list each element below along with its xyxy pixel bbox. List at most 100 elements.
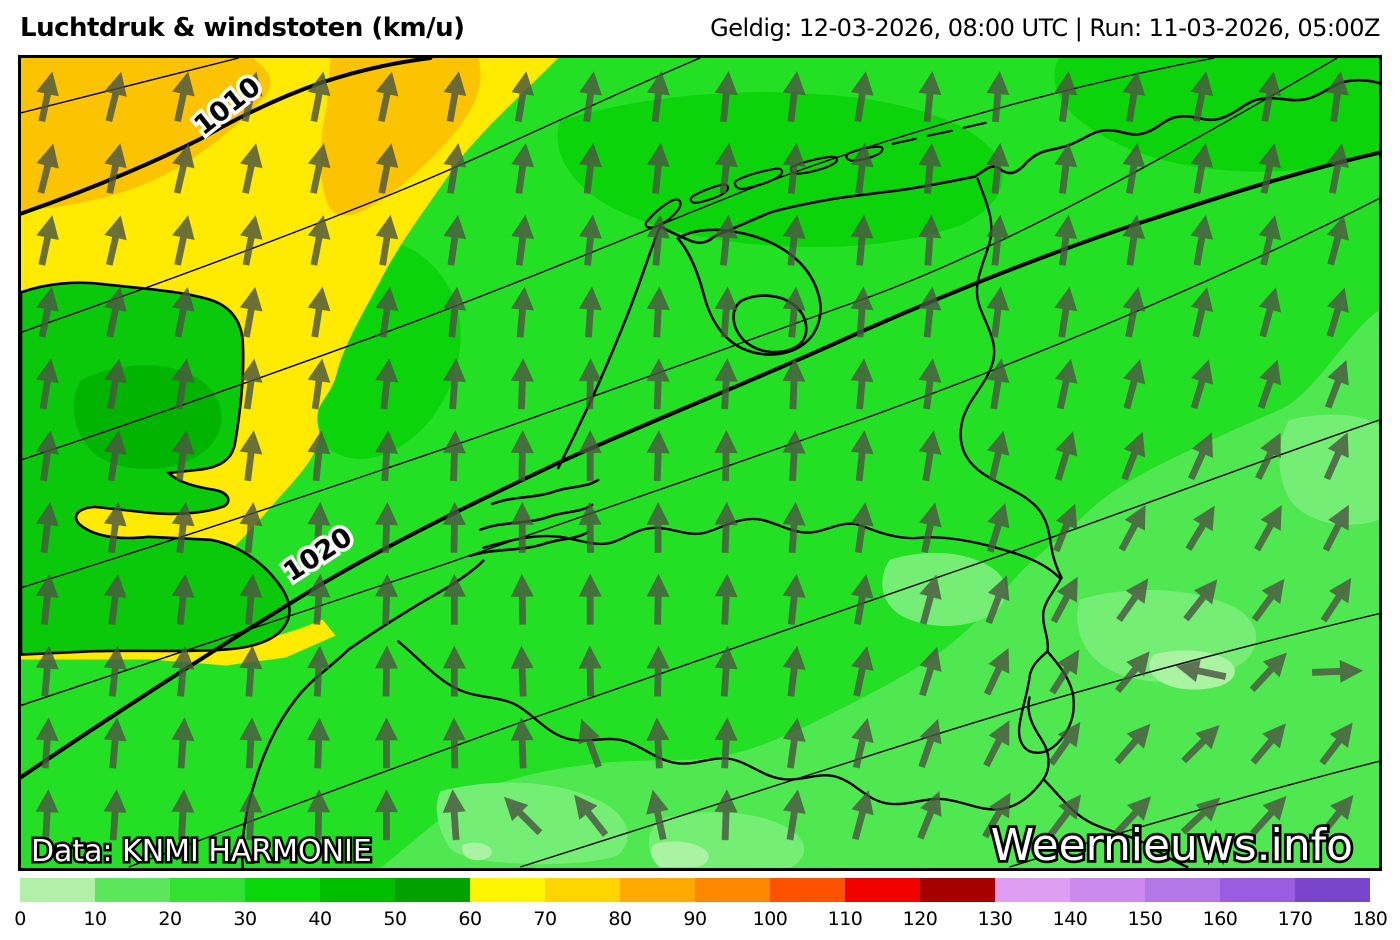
wind-arrow xyxy=(851,646,874,697)
wind-arrow xyxy=(511,286,534,338)
wind-arrow xyxy=(1190,359,1214,410)
wind-arrow xyxy=(986,142,1010,194)
gust-15-patch-3 xyxy=(882,552,1007,626)
wind-arrow xyxy=(36,286,59,338)
legend-color-block xyxy=(20,878,95,902)
gust-legend: 0 10 20 30 40 50 60 70 80 90 100 110 120 130 140 150 160… xyxy=(14,878,1388,938)
wind-arrow xyxy=(239,717,263,769)
wind-arrow xyxy=(503,796,543,836)
wind-arrow xyxy=(714,717,738,769)
legend-color-block xyxy=(545,878,620,902)
wind-arrow xyxy=(239,789,263,841)
legend-color-block xyxy=(1145,878,1220,902)
wind-arrow xyxy=(511,71,535,123)
wind-arrow xyxy=(578,718,602,768)
wind-arrow xyxy=(1326,71,1349,123)
wind-arrow xyxy=(1180,797,1221,835)
wind-arrow xyxy=(511,214,535,266)
wind-arrow xyxy=(171,789,195,841)
wind-arrow xyxy=(375,286,399,338)
legend-color-block xyxy=(395,878,470,902)
wind-arrow xyxy=(714,142,738,194)
wind-arrow xyxy=(782,789,806,841)
wind-arrow xyxy=(579,142,602,194)
wind-arrow xyxy=(578,430,602,481)
wind-arrow xyxy=(510,501,534,553)
wind-arrow xyxy=(782,573,806,625)
wind-arrow xyxy=(307,143,331,194)
wind-arrow xyxy=(1318,794,1354,837)
wind-arrow xyxy=(36,143,59,194)
weather-map: 1010 1020 Data: KNMI HARMONIE Weernieuws.in… xyxy=(18,55,1382,871)
legend-colorbar xyxy=(20,878,1370,902)
legend-label: 20 xyxy=(158,908,182,930)
wind-arrow xyxy=(442,430,466,482)
wind-arrow xyxy=(1190,71,1214,123)
wind-arrow xyxy=(983,720,1010,768)
wind-arrow xyxy=(1054,431,1078,481)
legend-label: 160 xyxy=(1202,908,1238,930)
wind-arrow xyxy=(307,286,331,338)
wind-arrow xyxy=(1122,286,1146,338)
wind-arrow xyxy=(578,573,602,625)
wind-arrow xyxy=(104,287,127,338)
wind-arrow xyxy=(1323,432,1349,481)
wind-arrow xyxy=(646,573,670,625)
wind-arrow xyxy=(171,502,195,554)
gust-85-gold-patch-b xyxy=(320,58,481,216)
wind-arrow xyxy=(646,142,670,194)
wind-arrow xyxy=(35,717,59,769)
wind-arrow xyxy=(36,358,59,410)
wind-arrow xyxy=(917,791,942,840)
legend-color-block xyxy=(695,878,770,902)
legend-label: 0 xyxy=(14,908,26,930)
england-landmass xyxy=(21,281,291,656)
wind-arrow xyxy=(307,215,331,266)
wind-arrow xyxy=(982,792,1011,839)
wind-arrow xyxy=(578,286,602,338)
wind-arrow xyxy=(375,430,399,482)
wind-arrow xyxy=(851,718,874,769)
wind-arrow xyxy=(103,502,127,554)
wind-arrow xyxy=(171,717,195,769)
wind-arrow xyxy=(1258,287,1282,338)
legend-label: 100 xyxy=(752,908,788,930)
wind-arrow xyxy=(983,647,1010,696)
wind-arrow xyxy=(171,573,195,625)
map-header: Luchtdruk & windstoten (km/u) Geldig: 12… xyxy=(0,0,1400,55)
wind-arrow xyxy=(510,573,534,625)
wind-arrow xyxy=(919,502,942,553)
wind-arrow xyxy=(443,71,467,123)
wind-arrow xyxy=(1114,723,1151,765)
wind-arrow xyxy=(171,430,195,482)
wind-arrow xyxy=(443,358,467,410)
legend-label: 30 xyxy=(233,908,257,930)
wind-arrow xyxy=(850,214,874,266)
gust-85-gold-patch-a xyxy=(21,58,271,211)
validity-run-text: Geldig: 12-03-2026, 08:00 UTC | Run: 11-… xyxy=(710,13,1380,42)
legend-labels: 0 10 20 30 40 50 60 70 80 90 100 110 120 130 140 150 160… xyxy=(14,908,1388,934)
wind-arrow xyxy=(714,71,738,123)
wind-arrow xyxy=(918,358,942,410)
wind-arrow xyxy=(1188,432,1213,481)
wind-arrow xyxy=(1326,143,1349,194)
wind-arrow xyxy=(36,215,59,266)
wind-arrow xyxy=(240,71,263,122)
wind-arrow xyxy=(782,717,806,769)
wind-arrow xyxy=(172,143,195,194)
wind-arrow xyxy=(103,645,127,697)
wind-arrow xyxy=(851,790,874,841)
legend-color-block xyxy=(620,878,695,902)
wind-arrow xyxy=(1113,796,1152,836)
wind-arrow xyxy=(646,286,670,338)
wind-arrow xyxy=(442,573,466,625)
legend-color-block xyxy=(995,878,1070,902)
wind-arrow xyxy=(578,358,602,410)
wind-arrow xyxy=(172,71,195,123)
wind-arrow xyxy=(510,717,534,769)
wind-arrow xyxy=(1116,578,1149,623)
wind-arrow xyxy=(374,717,398,769)
wind-arrow xyxy=(442,645,466,697)
wind-arrow xyxy=(35,573,59,625)
wind-arrow xyxy=(1254,505,1282,552)
